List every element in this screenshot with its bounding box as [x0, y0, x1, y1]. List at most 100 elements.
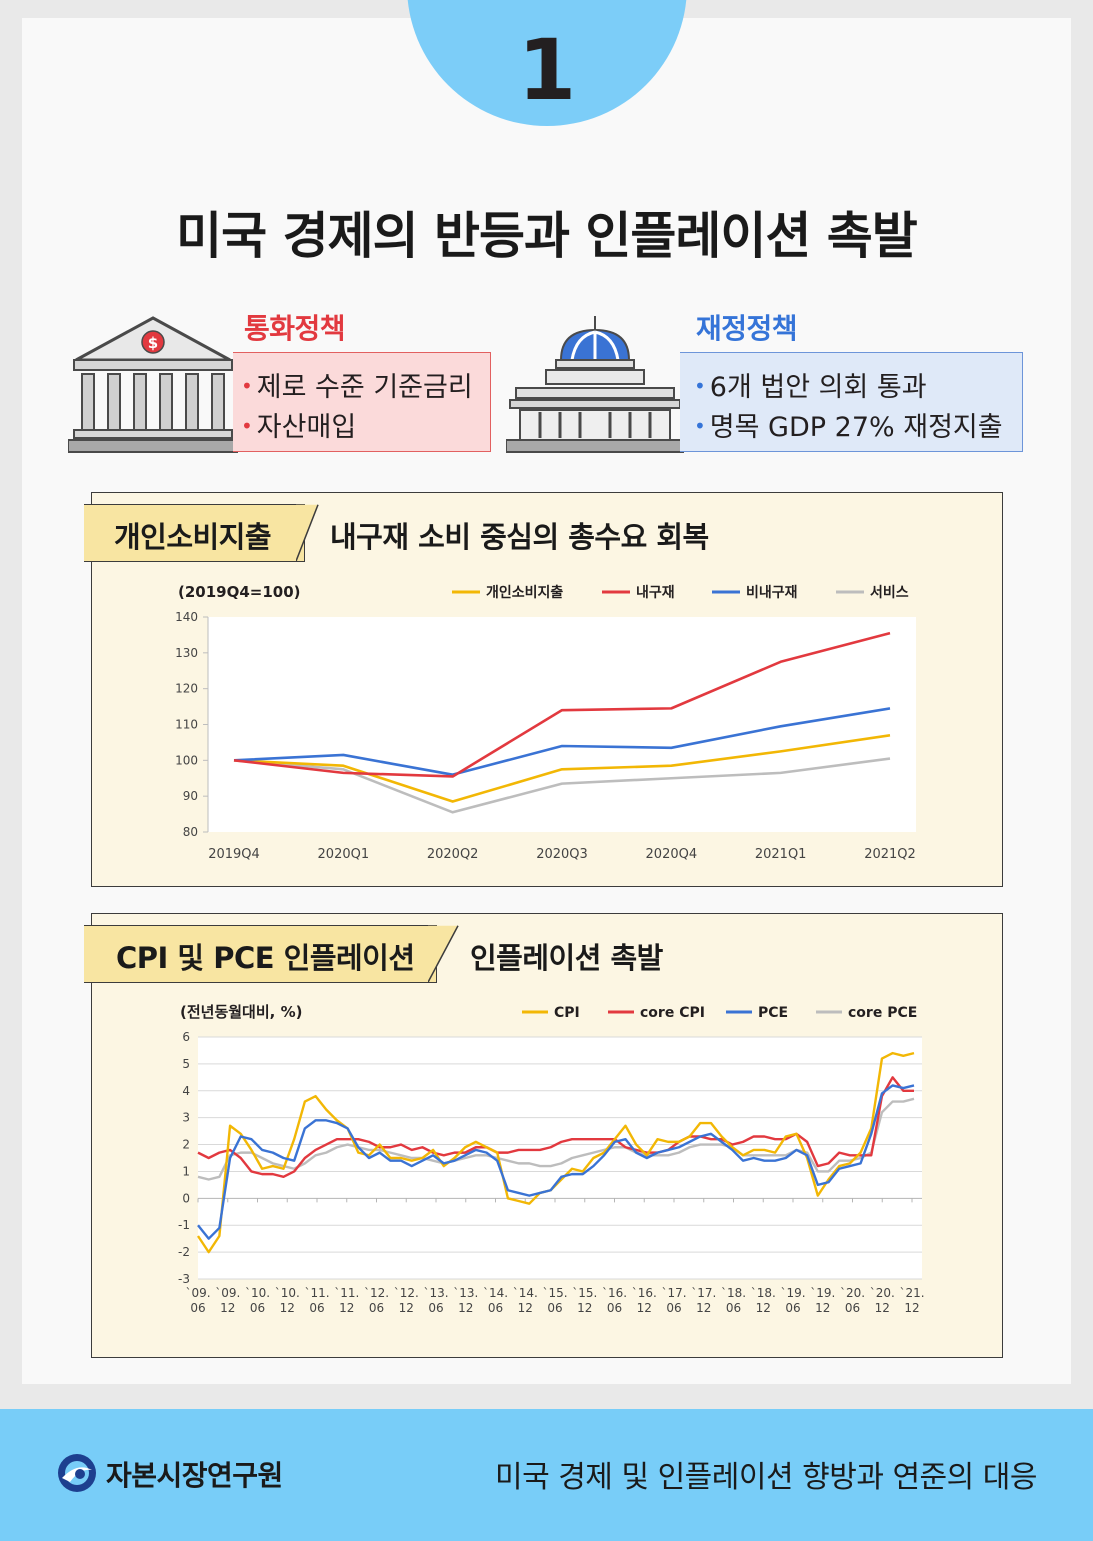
x-tick-year: `13.	[453, 1286, 478, 1300]
y-tick-label: 80	[183, 825, 198, 839]
x-tick-month: 06	[428, 1301, 443, 1315]
footer-report-title: 미국 경제 및 인플레이션 향방과 연준의 대응	[494, 1460, 1038, 1495]
inflation-tag-label: CPI 및 PCE 인플레이션	[116, 941, 415, 975]
x-tick-year: `17.	[661, 1286, 686, 1300]
svg-text:$: $	[148, 334, 158, 352]
legend-label: 개인소비지출	[486, 584, 563, 601]
fiscal-item-1: • 6개 법안 의회 통과	[694, 372, 927, 403]
footer-bar	[0, 1409, 1093, 1541]
y-tick-label: 6	[182, 1030, 190, 1044]
legend-label: core PCE	[848, 1005, 917, 1021]
x-tick-label: 2020Q1	[318, 847, 370, 862]
x-tick-month: 12	[815, 1301, 830, 1315]
y-tick-label: 120	[175, 682, 198, 696]
x-tick-month: 06	[845, 1301, 860, 1315]
x-tick-year: `14.	[483, 1286, 508, 1300]
page-number: 1	[517, 21, 577, 119]
series-line	[233, 707, 891, 776]
x-tick-month: 12	[637, 1301, 652, 1315]
x-tick-year: `15.	[542, 1286, 567, 1300]
x-tick-month: 12	[280, 1301, 295, 1315]
x-tick-month: 12	[458, 1301, 473, 1315]
x-tick-month: 12	[875, 1301, 890, 1315]
consumption-tag	[84, 504, 305, 562]
fiscal-policy-title: 재정정책	[696, 312, 798, 345]
x-tick-month: 06	[607, 1301, 622, 1315]
consumption-tag-slant	[296, 504, 319, 562]
plot-area	[198, 1037, 922, 1279]
x-tick-label: 2019Q4	[208, 847, 260, 862]
plot-area	[208, 617, 916, 832]
y-tick-label: 1	[182, 1164, 190, 1178]
series-line	[233, 757, 891, 814]
series-line	[197, 1084, 915, 1240]
y-tick-label: 140	[175, 610, 198, 624]
x-tick-month: 06	[666, 1301, 681, 1315]
x-tick-year: `14.	[513, 1286, 538, 1300]
x-tick-month: 06	[785, 1301, 800, 1315]
x-tick-month: 06	[488, 1301, 503, 1315]
x-tick-year: `11.	[334, 1286, 359, 1300]
x-tick-year: `18.	[721, 1286, 746, 1300]
x-tick-year: `21.	[899, 1286, 924, 1300]
legend-label: 내구재	[636, 585, 675, 601]
x-tick-month: 06	[190, 1301, 205, 1315]
x-tick-year: `13.	[423, 1286, 448, 1300]
x-tick-month: 12	[399, 1301, 414, 1315]
fiscal-item-2: • 명목 GDP 27% 재정지출	[694, 412, 1003, 443]
y-tick-label: -2	[178, 1245, 190, 1259]
x-tick-year: `16.	[632, 1286, 657, 1300]
consumption-subtitle: 내구재 소비 중심의 총수요 회복	[330, 520, 709, 554]
inflation-tag	[84, 925, 437, 983]
series-line	[233, 733, 891, 803]
x-tick-label: 2021Q1	[755, 847, 807, 862]
legend-label: 서비스	[870, 585, 909, 601]
x-tick-year: `19.	[780, 1286, 805, 1300]
x-tick-month: 12	[220, 1301, 235, 1315]
capitol-building-icon	[506, 316, 684, 453]
unit-label: (전년동월대비, %)	[180, 1003, 302, 1021]
x-tick-year: `19.	[810, 1286, 835, 1300]
legend-label: core CPI	[640, 1005, 705, 1021]
x-tick-year: `09.	[185, 1286, 210, 1300]
unit-label: (2019Q4=100)	[178, 583, 301, 601]
kcmi-logo-icon	[58, 1454, 96, 1492]
monetary-item-1: • 제로 수준 기준금리	[241, 372, 473, 403]
y-tick-label: 130	[175, 646, 198, 660]
x-tick-month: 06	[309, 1301, 324, 1315]
x-tick-month: 12	[904, 1301, 919, 1315]
x-tick-year: `17.	[691, 1286, 716, 1300]
footer-organization: 자본시장연구원	[106, 1459, 283, 1492]
x-tick-label: 2020Q2	[427, 847, 479, 862]
monetary-item-2: • 자산매입	[241, 412, 357, 443]
y-tick-label: -3	[178, 1272, 190, 1286]
y-tick-label: 90	[183, 789, 198, 803]
x-tick-year: `20.	[840, 1286, 865, 1300]
x-tick-year: `20.	[870, 1286, 895, 1300]
monetary-policy-title: 통화정책	[244, 312, 346, 345]
x-tick-label: 2020Q4	[646, 847, 698, 862]
legend-label: PCE	[758, 1005, 788, 1021]
x-tick-year: `11.	[304, 1286, 329, 1300]
y-tick-label: 110	[175, 718, 198, 732]
x-tick-year: `16.	[602, 1286, 627, 1300]
y-tick-label: 100	[175, 753, 198, 767]
x-tick-year: `18.	[751, 1286, 776, 1300]
x-tick-label: 2020Q3	[536, 847, 588, 862]
x-tick-month: 06	[547, 1301, 562, 1315]
fiscal-policy-box: • 6개 법안 의회 통과 • 명목 GDP 27% 재정지출	[680, 352, 1023, 452]
inflation-tag-slant	[428, 925, 459, 983]
y-tick-label: 0	[182, 1191, 190, 1205]
x-tick-month: 12	[696, 1301, 711, 1315]
consumption-line-chart: (2019Q4=100) 80 90 100 110 120 130 140 2019Q4 202…	[175, 583, 916, 862]
consumption-tag-label: 개인소비지출	[114, 520, 272, 554]
x-tick-label: 2021Q2	[864, 847, 916, 862]
y-tick-label: -1	[178, 1218, 190, 1232]
x-tick-month: 12	[577, 1301, 592, 1315]
page-title: 미국 경제의 반등과 인플레이션 촉발	[176, 207, 918, 265]
x-tick-month: 06	[250, 1301, 265, 1315]
central-bank-icon: $	[68, 316, 238, 453]
x-tick-month: 12	[339, 1301, 354, 1315]
x-tick-month: 12	[518, 1301, 533, 1315]
y-tick-label: 5	[182, 1057, 190, 1071]
